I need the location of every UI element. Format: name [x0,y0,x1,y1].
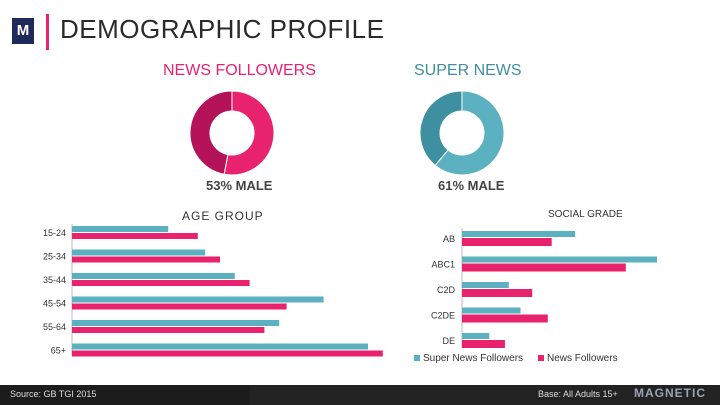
social-bar-super-news-DE [462,333,490,339]
social-bar-news-followers-AB [462,238,552,246]
social-bar-news-followers-ABC1 [462,263,626,272]
social-bar-super-news-C2D [462,282,509,288]
footer-source-panel [0,385,250,405]
age-bar-super-news-35-44 [72,273,235,279]
social-tick-C2DE: C2DE [431,311,455,321]
age-group-title: AGE GROUP [182,209,264,223]
age-tick-55-64: 55-64 [43,322,66,332]
brand-wordmark: MAGNETIC [634,386,706,400]
social-bar-super-news-C2DE [462,307,521,314]
donut-1-subtitle: 53% MALE [206,178,273,193]
age-bar-news-followers-35-44 [72,280,250,286]
title-divider [46,14,49,50]
age-tick-15-24: 15-24 [43,228,66,238]
social-bar-news-followers-DE [462,340,505,348]
base-note: Base: All Adults 15+ [538,389,618,399]
magnetic-logo-icon: M [12,18,34,44]
donut-1-slice-male [223,90,275,176]
donut-2-title: SUPER NEWS [414,62,522,79]
social-grade-title: SOCIAL GRADE [548,209,623,220]
footer-bar [250,385,720,405]
age-bar-super-news-45-54 [72,296,324,303]
legend-label-super-news: Super News Followers [423,353,524,364]
social-bar-super-news-AB [462,231,576,237]
page-title: DEMOGRAPHIC PROFILE [60,14,385,44]
age-bar-news-followers-45-54 [72,303,287,310]
age-tick-25-34: 25-34 [43,252,66,262]
source-note: Source: GB TGI 2015 [10,389,97,399]
social-tick-ABC1: ABC1 [431,260,455,270]
donut-2-subtitle: 61% MALE [438,178,505,193]
age-tick-35-44: 35-44 [43,275,66,285]
donut-2-slice-female [419,90,463,167]
age-bar-super-news-55-64 [72,320,280,326]
age-tick-65+: 65+ [51,346,66,356]
age-bar-super-news-15-24 [72,226,169,232]
social-bar-super-news-ABC1 [462,256,657,263]
social-bar-news-followers-C2DE [462,314,548,323]
age-bar-news-followers-15-24 [72,233,198,239]
age-tick-45-54: 45-54 [43,299,66,309]
social-tick-DE: DE [442,336,455,346]
age-bar-news-followers-55-64 [72,327,265,333]
age-bar-news-followers-25-34 [72,256,220,263]
donut-1-title: NEWS FOLLOWERS [163,62,316,79]
social-tick-C2D: C2D [437,285,456,295]
social-tick-AB: AB [443,234,455,244]
age-bar-news-followers-65+ [72,350,383,357]
age-bar-super-news-65+ [72,343,368,350]
legend-label-news-followers: News Followers [547,353,618,364]
legend-swatch-super-news [414,355,420,361]
donut-2-slice-male [434,90,505,176]
donut-1-slice-female [189,90,233,175]
age-bar-super-news-25-34 [72,249,206,256]
legend-swatch-news-followers [538,355,544,361]
social-bar-news-followers-C2D [462,289,533,297]
